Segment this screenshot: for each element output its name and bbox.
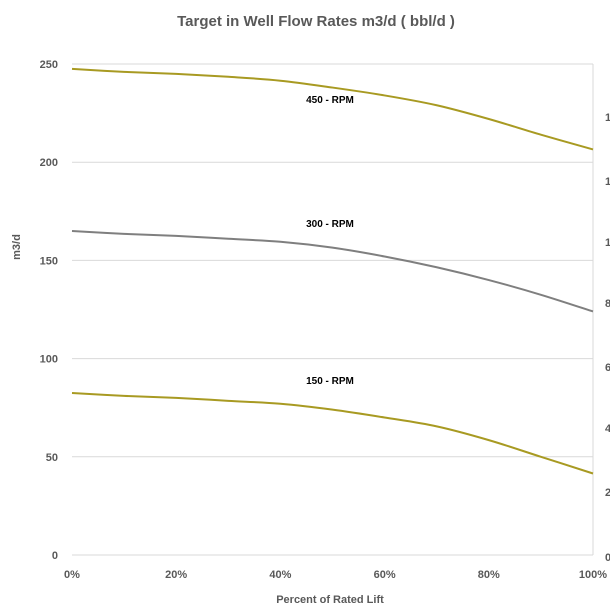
series-lines bbox=[71, 67, 594, 475]
secondary-y-axis-ticks: 0 2 4 6 8 1 1 1 bbox=[605, 112, 610, 564]
y2-tick-label: 6 bbox=[605, 362, 610, 374]
series-label: 150 - RPM bbox=[306, 376, 354, 387]
x-tick-label: 80% bbox=[478, 569, 500, 581]
series-labels: 450 - RPM 300 - RPM 150 - RPM bbox=[306, 95, 354, 387]
x-axis-title: Percent of Rated Lift bbox=[276, 594, 384, 606]
y2-tick-label: 4 bbox=[605, 423, 610, 435]
x-tick-label: 0% bbox=[64, 569, 80, 581]
x-tick-label: 40% bbox=[269, 569, 291, 581]
y-tick-label: 0 bbox=[52, 550, 58, 562]
y-tick-label: 150 bbox=[40, 255, 58, 267]
y-tick-label: 200 bbox=[40, 157, 58, 169]
series-label: 450 - RPM bbox=[306, 95, 354, 106]
y-tick-label: 50 bbox=[46, 452, 58, 464]
gridlines bbox=[72, 63, 594, 556]
y2-tick-label: 0 bbox=[605, 552, 610, 564]
y2-tick-label: 8 bbox=[605, 298, 610, 310]
series-line bbox=[71, 67, 594, 151]
x-tick-label: 60% bbox=[374, 569, 396, 581]
chart-title: Target in Well Flow Rates m3/d ( bbl/d ) bbox=[177, 13, 455, 30]
y2-tick-label: 1 bbox=[605, 112, 610, 124]
y2-tick-label: 1 bbox=[605, 237, 610, 249]
y-tick-label: 100 bbox=[40, 354, 58, 366]
series-line bbox=[71, 391, 594, 475]
y-tick-label: 250 bbox=[40, 59, 58, 71]
series-line bbox=[71, 229, 594, 313]
x-tick-label: 20% bbox=[165, 569, 187, 581]
series-label: 300 - RPM bbox=[306, 219, 354, 230]
x-tick-label: 100% bbox=[579, 569, 607, 581]
y-axis-title: m3/d bbox=[11, 234, 23, 260]
x-axis-ticks: 0% 20% 40% 60% 80% 100% bbox=[64, 569, 607, 581]
y2-tick-label: 1 bbox=[605, 176, 610, 188]
y-axis-ticks: 0 50 100 150 200 250 bbox=[40, 59, 58, 562]
y2-tick-label: 2 bbox=[605, 487, 610, 499]
